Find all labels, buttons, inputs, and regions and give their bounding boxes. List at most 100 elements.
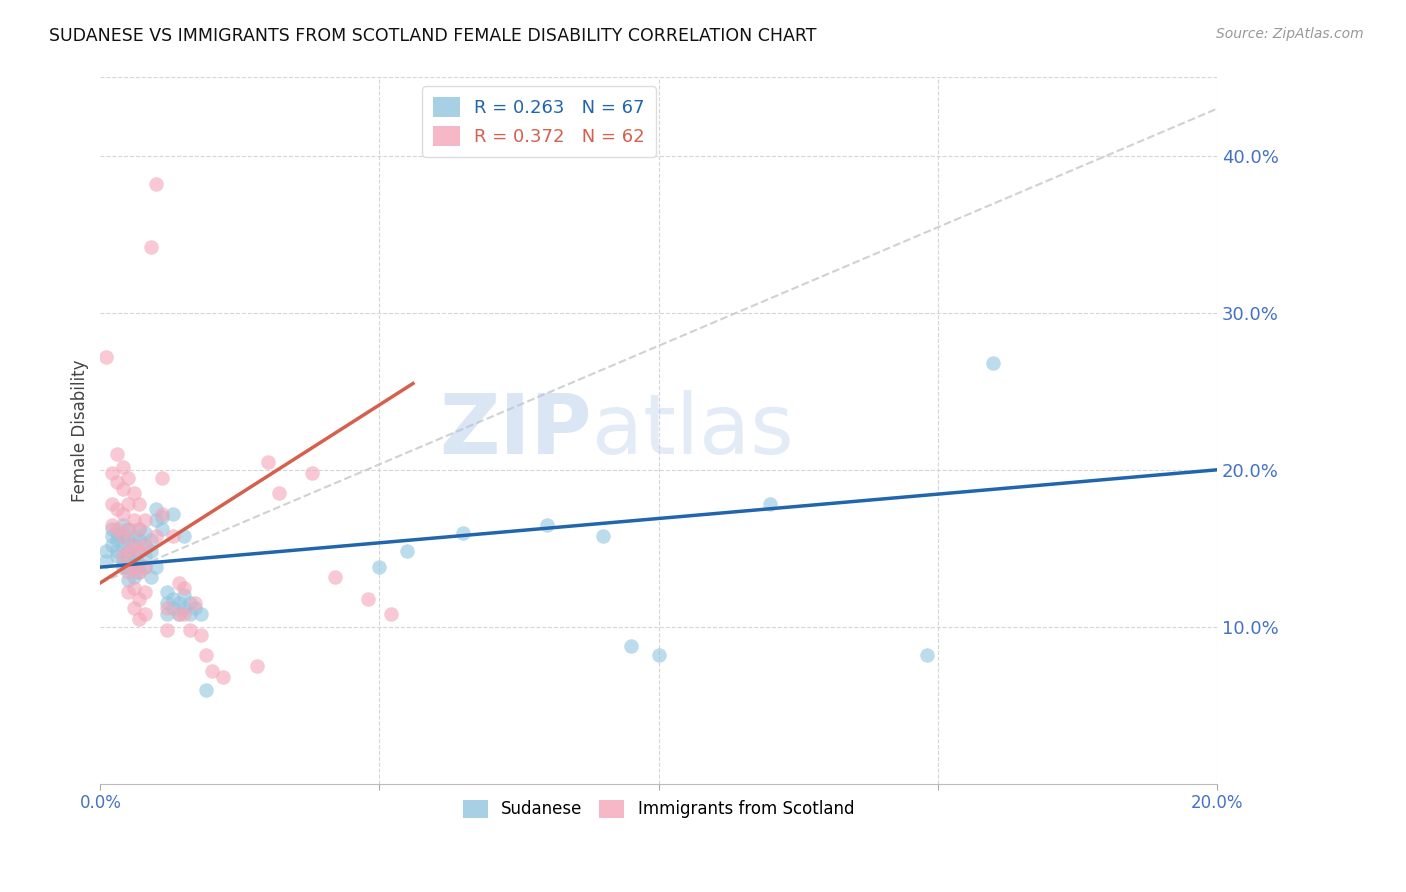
Point xyxy=(536,517,558,532)
Point xyxy=(122,538,145,552)
Point xyxy=(150,523,173,537)
Point xyxy=(145,177,167,191)
Point xyxy=(128,591,150,606)
Point xyxy=(128,565,150,579)
Point xyxy=(145,502,167,516)
Point xyxy=(134,585,156,599)
Point xyxy=(368,560,391,574)
Point xyxy=(111,482,134,496)
Point xyxy=(122,581,145,595)
Point xyxy=(173,581,195,595)
Point xyxy=(100,497,122,511)
Y-axis label: Female Disability: Female Disability xyxy=(72,359,89,502)
Point xyxy=(150,509,173,524)
Point xyxy=(117,565,139,579)
Point xyxy=(117,523,139,537)
Point xyxy=(134,538,156,552)
Point xyxy=(647,648,669,662)
Point xyxy=(117,549,139,563)
Point xyxy=(94,350,117,364)
Point xyxy=(256,455,278,469)
Point xyxy=(167,607,190,622)
Point xyxy=(105,447,128,461)
Point xyxy=(145,529,167,543)
Point xyxy=(620,639,643,653)
Point xyxy=(301,466,323,480)
Point xyxy=(195,648,218,662)
Point xyxy=(134,607,156,622)
Point xyxy=(100,466,122,480)
Point xyxy=(94,544,117,558)
Point xyxy=(451,525,474,540)
Point xyxy=(179,623,201,637)
Point xyxy=(173,529,195,543)
Point xyxy=(105,525,128,540)
Point xyxy=(122,513,145,527)
Point xyxy=(100,529,122,543)
Legend: Sudanese, Immigrants from Scotland: Sudanese, Immigrants from Scotland xyxy=(457,793,860,825)
Point xyxy=(167,607,190,622)
Point xyxy=(212,670,235,684)
Text: Source: ZipAtlas.com: Source: ZipAtlas.com xyxy=(1216,27,1364,41)
Point xyxy=(111,560,134,574)
Point xyxy=(100,517,122,532)
Point xyxy=(111,529,134,543)
Point xyxy=(111,554,134,568)
Point xyxy=(105,533,128,548)
Point xyxy=(323,569,346,583)
Point xyxy=(122,569,145,583)
Point xyxy=(156,623,179,637)
Point xyxy=(117,471,139,485)
Point xyxy=(117,497,139,511)
Point xyxy=(156,596,179,610)
Point xyxy=(134,560,156,574)
Point xyxy=(134,549,156,563)
Point xyxy=(173,607,195,622)
Point xyxy=(122,557,145,571)
Point xyxy=(111,549,134,563)
Point xyxy=(134,538,156,552)
Point xyxy=(139,240,162,254)
Point xyxy=(195,682,218,697)
Point xyxy=(122,486,145,500)
Point xyxy=(150,507,173,521)
Point xyxy=(162,507,184,521)
Point xyxy=(117,573,139,587)
Point xyxy=(94,554,117,568)
Point xyxy=(111,538,134,552)
Point xyxy=(105,475,128,490)
Point xyxy=(128,544,150,558)
Point xyxy=(122,601,145,615)
Point xyxy=(759,497,782,511)
Point xyxy=(128,544,150,558)
Point xyxy=(128,533,150,548)
Point xyxy=(117,544,139,558)
Point xyxy=(179,596,201,610)
Point xyxy=(128,612,150,626)
Point xyxy=(396,544,419,558)
Point xyxy=(100,523,122,537)
Point xyxy=(100,538,122,552)
Point xyxy=(111,517,134,532)
Point xyxy=(128,557,150,571)
Point xyxy=(190,627,212,641)
Point xyxy=(145,560,167,574)
Point xyxy=(128,497,150,511)
Point xyxy=(167,575,190,590)
Point xyxy=(117,560,139,574)
Point xyxy=(105,549,128,563)
Point xyxy=(162,591,184,606)
Point xyxy=(105,523,128,537)
Point xyxy=(173,601,195,615)
Point xyxy=(134,513,156,527)
Text: atlas: atlas xyxy=(592,390,793,471)
Point xyxy=(156,601,179,615)
Point xyxy=(983,356,1005,370)
Point xyxy=(380,607,402,622)
Point xyxy=(156,585,179,599)
Point xyxy=(184,596,207,610)
Point xyxy=(122,529,145,543)
Point xyxy=(592,529,614,543)
Point xyxy=(184,601,207,615)
Point xyxy=(162,529,184,543)
